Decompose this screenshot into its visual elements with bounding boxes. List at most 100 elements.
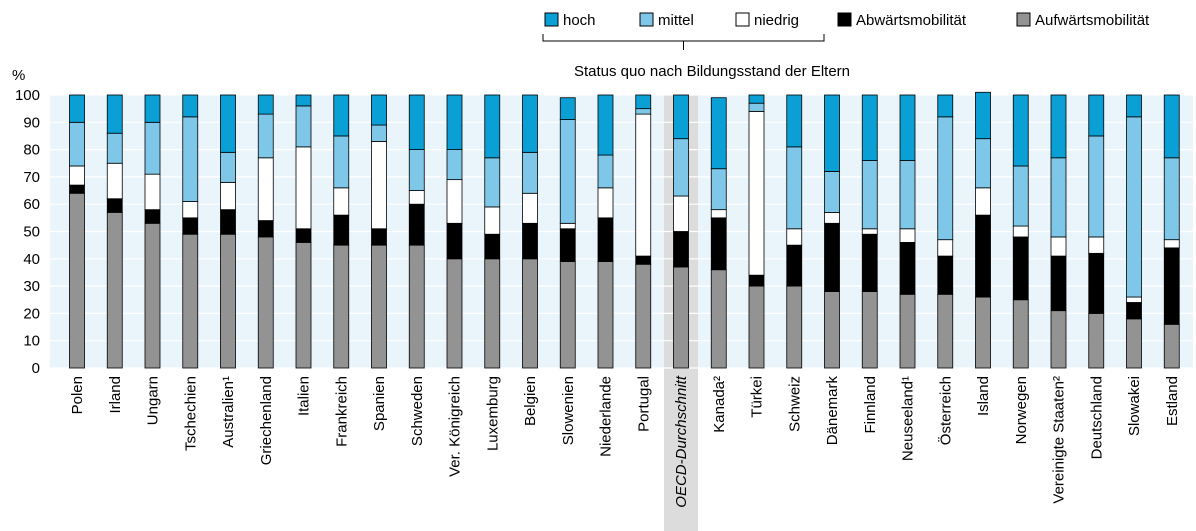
x-tick-luxemburg: Luxemburg xyxy=(484,376,501,451)
bar-segment-aufwärtsmobilität xyxy=(182,233,199,369)
legend-label-abwärtsmobilität: Abwärtsmobilität xyxy=(856,12,967,29)
bar-segment-hoch xyxy=(69,94,85,123)
bar-segment-mittel xyxy=(69,121,85,167)
bar-segment-mittel xyxy=(937,116,954,241)
bar-stack-portugal xyxy=(635,94,652,369)
bar-segment-hoch xyxy=(937,94,954,118)
bars xyxy=(69,91,1180,369)
bar-segment-niedrig xyxy=(220,181,236,211)
bar-segment-niedrig xyxy=(597,187,614,219)
bar-segment-mittel xyxy=(371,124,387,142)
bar-segment-hoch xyxy=(975,91,991,140)
bar-stack-niederlande xyxy=(597,94,614,369)
x-tick-kanada: Kanada² xyxy=(711,376,728,433)
bar-segment-niedrig xyxy=(484,206,501,235)
x-tick-slowenien: Slowenien xyxy=(560,376,577,445)
x-tick-belgien: Belgien xyxy=(522,376,539,426)
bar-segment-aufwärtsmobilität xyxy=(1012,299,1029,369)
bar-segment-abwärtsmobilität xyxy=(597,217,614,262)
bar-stack-slowenien xyxy=(559,97,576,369)
bar-stack-deutschland xyxy=(1088,94,1105,369)
bar-segment-mittel xyxy=(597,154,614,189)
bar-stack-estland xyxy=(1163,94,1180,369)
x-tick-türkei: Türkei xyxy=(749,376,766,418)
x-tick-slowakei: Slowakei xyxy=(1126,376,1143,436)
bar-segment-aufwärtsmobilität xyxy=(106,211,123,369)
bar-segment-abwärtsmobilität xyxy=(673,231,689,268)
x-tick-niederlande: Niederlande xyxy=(598,376,615,457)
bar-segment-aufwärtsmobilität xyxy=(710,269,727,369)
legend-item-hoch: hoch xyxy=(544,12,596,29)
bar-segment-abwärtsmobilität xyxy=(144,209,161,224)
legend-bracket-label: Status quo nach Bildungsstand der Eltern xyxy=(574,63,850,80)
bar-segment-hoch xyxy=(635,94,652,110)
bar-segment-hoch xyxy=(1012,94,1029,167)
bar-segment-mittel xyxy=(635,108,652,115)
bar-segment-hoch xyxy=(748,94,765,104)
bar-segment-abwärtsmobilität xyxy=(635,255,652,265)
x-tick-spanien: Spanien xyxy=(371,376,388,431)
bar-segment-hoch xyxy=(446,94,463,150)
bar-segment-niedrig xyxy=(710,209,727,219)
bar-segment-aufwärtsmobilität xyxy=(522,258,538,369)
bar-segment-niedrig xyxy=(144,173,161,211)
bar-stack-australien xyxy=(220,94,236,369)
bar-segment-hoch xyxy=(824,94,840,172)
legend-label-niedrig: niedrig xyxy=(754,12,799,29)
bar-segment-niedrig xyxy=(1012,225,1029,238)
bar-segment-aufwärtsmobilität xyxy=(484,258,501,369)
bar-segment-abwärtsmobilität xyxy=(861,233,878,292)
bar-segment-aufwärtsmobilität xyxy=(937,293,954,369)
bar-segment-abwärtsmobilität xyxy=(484,233,501,260)
y-tick-80: 80 xyxy=(23,142,40,159)
bar-segment-niedrig xyxy=(257,157,274,221)
legend-label-hoch: hoch xyxy=(563,12,596,29)
bar-stack-österreich xyxy=(937,94,954,369)
bar-segment-aufwärtsmobilität xyxy=(446,258,463,369)
x-tick-deutschland: Deutschland xyxy=(1088,376,1105,459)
bar-stack-slowakei xyxy=(1126,94,1142,369)
legend-swatch-niedrig xyxy=(735,12,750,27)
bar-segment-abwärtsmobilität xyxy=(1163,247,1180,325)
y-tick-50: 50 xyxy=(23,224,40,241)
x-tick-italien: Italien xyxy=(296,376,313,416)
bar-segment-mittel xyxy=(522,151,538,194)
bar-segment-aufwärtsmobilität xyxy=(295,242,312,369)
bar-segment-hoch xyxy=(220,94,236,153)
bar-segment-abwärtsmobilität xyxy=(182,217,199,235)
bar-segment-mittel xyxy=(333,135,350,189)
bar-segment-aufwärtsmobilität xyxy=(333,244,350,369)
bar-segment-aufwärtsmobilität xyxy=(861,291,878,369)
bar-segment-abwärtsmobilität xyxy=(1126,302,1142,320)
legend-item-mittel: mittel xyxy=(639,12,694,29)
bar-segment-abwärtsmobilität xyxy=(69,184,85,194)
bar-segment-aufwärtsmobilität xyxy=(899,293,916,369)
bar-segment-abwärtsmobilität xyxy=(975,214,991,298)
bar-segment-mittel xyxy=(1126,116,1142,298)
bar-segment-niedrig xyxy=(748,110,765,276)
x-tick-griechenland: Griechenland xyxy=(258,376,275,465)
bar-segment-abwärtsmobilität xyxy=(710,217,727,271)
bar-stack-tschechien xyxy=(182,94,199,369)
bar-stack-schweiz xyxy=(786,94,803,369)
bar-segment-mittel xyxy=(748,102,765,112)
bar-stack-frankreich xyxy=(333,94,350,369)
bar-segment-aufwärtsmobilität xyxy=(371,244,387,369)
bar-segment-mittel xyxy=(220,151,236,183)
bar-segment-mittel xyxy=(257,113,274,159)
bar-segment-hoch xyxy=(559,97,576,120)
bar-segment-niedrig xyxy=(786,228,803,246)
bar-segment-mittel xyxy=(673,138,689,197)
bar-segment-aufwärtsmobilität xyxy=(786,285,803,369)
bar-segment-aufwärtsmobilität xyxy=(408,244,425,369)
bar-segment-aufwärtsmobilität xyxy=(144,222,161,369)
bar-segment-hoch xyxy=(295,94,312,107)
y-tick-90: 90 xyxy=(23,114,40,131)
legend-label-aufwärtsmobilität: Aufwärtsmobilität xyxy=(1035,12,1150,29)
bar-segment-mittel xyxy=(484,157,501,208)
bar-segment-abwärtsmobilität xyxy=(786,244,803,287)
bar-segment-niedrig xyxy=(861,228,878,235)
bar-segment-niedrig xyxy=(408,190,425,205)
bar-stack-belgien xyxy=(522,94,538,369)
